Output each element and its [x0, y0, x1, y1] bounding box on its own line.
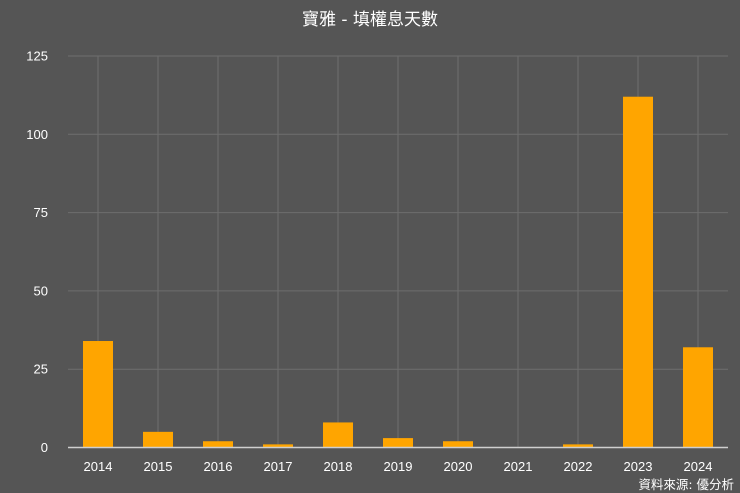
- source-note: 資料來源: 優分析: [638, 477, 734, 492]
- chart-title: 寶雅 - 填權息天數: [302, 9, 438, 30]
- bar-2014: [83, 341, 113, 448]
- bar-2020: [443, 441, 473, 448]
- bar-2024: [683, 347, 713, 448]
- bar-2022: [563, 444, 593, 448]
- y-tick-label: 125: [26, 49, 48, 64]
- x-tick-label: 2022: [564, 459, 593, 474]
- y-tick-label: 100: [26, 127, 48, 142]
- bar-2023: [623, 96, 653, 448]
- x-tick-label: 2021: [504, 459, 533, 474]
- x-tick-label: 2018: [324, 459, 353, 474]
- bars: [83, 96, 713, 448]
- y-tick-label: 50: [34, 283, 48, 298]
- x-tick-label: 2024: [684, 459, 713, 474]
- x-tick-label: 2020: [444, 459, 473, 474]
- y-tick-label: 25: [34, 362, 48, 377]
- y-tick-label: 0: [41, 440, 48, 455]
- grid: [68, 55, 728, 448]
- bar-2019: [383, 438, 413, 448]
- x-tick-label: 2023: [624, 459, 653, 474]
- x-tick-label: 2017: [264, 459, 293, 474]
- y-tick-label: 75: [34, 205, 48, 220]
- x-tick-label: 2019: [384, 459, 413, 474]
- x-tick-label: 2015: [144, 459, 173, 474]
- bar-2015: [143, 431, 173, 448]
- x-axis: 2014 2015 2016 2017 2018 2019 2020 2021 2022 2023…: [68, 446, 728, 474]
- x-tick-label: 2014: [84, 459, 113, 474]
- bar-2016: [203, 441, 233, 448]
- bar-2017: [263, 444, 293, 448]
- x-tick-label: 2016: [204, 459, 233, 474]
- y-axis: 0 25 50 75 100 125: [26, 49, 48, 456]
- bar-2018: [323, 422, 353, 448]
